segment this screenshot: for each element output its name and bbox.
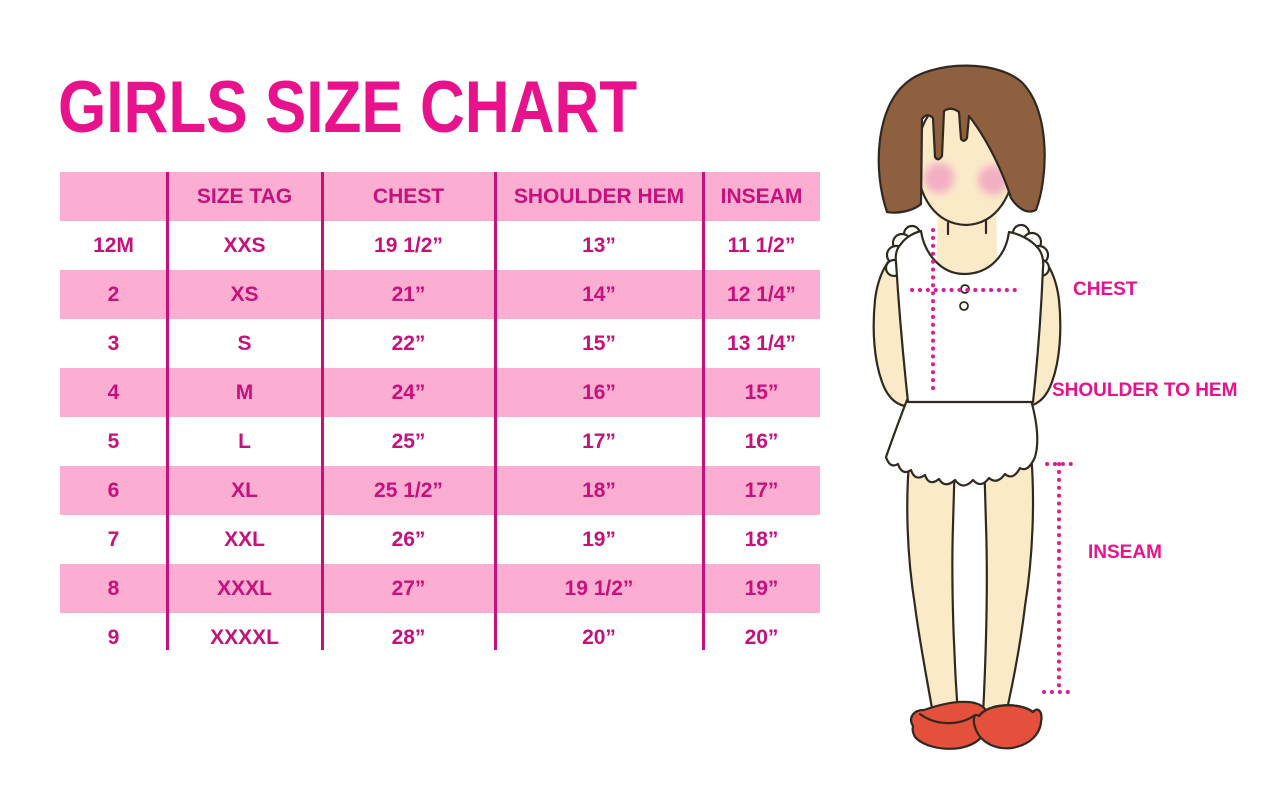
column-divider <box>701 172 705 650</box>
button <box>959 301 969 311</box>
header-cell: SHOULDER HEM <box>495 172 703 221</box>
left-blush <box>924 163 954 193</box>
table-cell: 5 <box>107 429 120 453</box>
table-cell: XXXL <box>167 564 322 613</box>
table-cell: 17” <box>582 429 616 453</box>
table-cell: 19” <box>703 564 820 613</box>
skirt <box>884 398 1039 487</box>
table-cell: 24” <box>322 368 495 417</box>
table-cell: 12M <box>93 233 134 257</box>
column-divider <box>165 172 169 650</box>
page-title: GIRLS SIZE CHART <box>58 67 638 148</box>
table-cell: XXS <box>223 233 266 257</box>
table-cell: 19” <box>582 527 616 551</box>
table-cell: 17” <box>703 466 820 515</box>
table-cell: 15” <box>582 331 616 355</box>
table-cell: 2 <box>60 270 167 319</box>
table-cell: 20” <box>744 625 779 649</box>
table-cell: 7 <box>107 527 120 551</box>
shoulder-to-hem-measurement-label: SHOULDER TO HEM <box>1052 380 1238 401</box>
bodice <box>894 229 1045 404</box>
size-table: SIZE TAG CHEST SHOULDER HEM INSEAM 12M XXS 19 … <box>60 172 820 662</box>
table-cell: 18” <box>744 527 779 551</box>
hair <box>877 64 1046 214</box>
table-cell: 18” <box>495 466 703 515</box>
table-cell: 16” <box>495 368 703 417</box>
right-leg <box>981 450 1035 717</box>
column-divider <box>493 172 497 650</box>
table-cell: 9 <box>107 625 120 649</box>
table-cell: 25 1/2” <box>322 466 495 515</box>
table-cell: 19 1/2” <box>495 564 703 613</box>
neck-skin <box>936 205 998 282</box>
table-cell: 26” <box>391 527 426 551</box>
table-cell: 13” <box>582 233 616 257</box>
header-cell: INSEAM <box>703 172 820 221</box>
table-cell: 27” <box>322 564 495 613</box>
table-cell: 11 1/2” <box>727 233 796 257</box>
left-leg <box>906 450 960 718</box>
table-cell: 12 1/4” <box>703 270 820 319</box>
table-cell: 28” <box>391 625 426 649</box>
table-cell: XS <box>167 270 322 319</box>
table-cell: M <box>167 368 322 417</box>
left-shoe-strap <box>918 712 977 725</box>
table-cell: 4 <box>60 368 167 417</box>
table-cell: 6 <box>60 466 167 515</box>
table-cell: 3 <box>107 331 120 355</box>
table-cell: 22” <box>391 331 426 355</box>
table-cell: 21” <box>322 270 495 319</box>
table-cell: 14” <box>495 270 703 319</box>
table-cell: 19 1/2” <box>374 233 443 257</box>
inseam-measurement-label: INSEAM <box>1088 542 1162 563</box>
column-divider <box>320 172 324 650</box>
table-cell: 25” <box>391 429 426 453</box>
table-cell: L <box>238 429 251 453</box>
table-cell: S <box>237 331 252 355</box>
table-cell: 13 1/4” <box>727 331 796 355</box>
table-cell: XXXXL <box>210 625 279 649</box>
table-cell: 20” <box>582 625 616 649</box>
girl-illustration <box>872 64 1073 750</box>
header-cell: SIZE TAG <box>167 172 322 221</box>
right-shoe-opening <box>977 704 1035 718</box>
table-cell: 15” <box>703 368 820 417</box>
chest-measurement-label: CHEST <box>1073 279 1138 300</box>
table-cell: 16” <box>744 429 779 453</box>
neck-lines <box>946 219 988 236</box>
table-cell: XXL <box>224 527 265 551</box>
header-cell: CHEST <box>322 172 495 221</box>
table-cell: XL <box>167 466 322 515</box>
header-cell <box>60 172 167 221</box>
table-cell: 8 <box>60 564 167 613</box>
